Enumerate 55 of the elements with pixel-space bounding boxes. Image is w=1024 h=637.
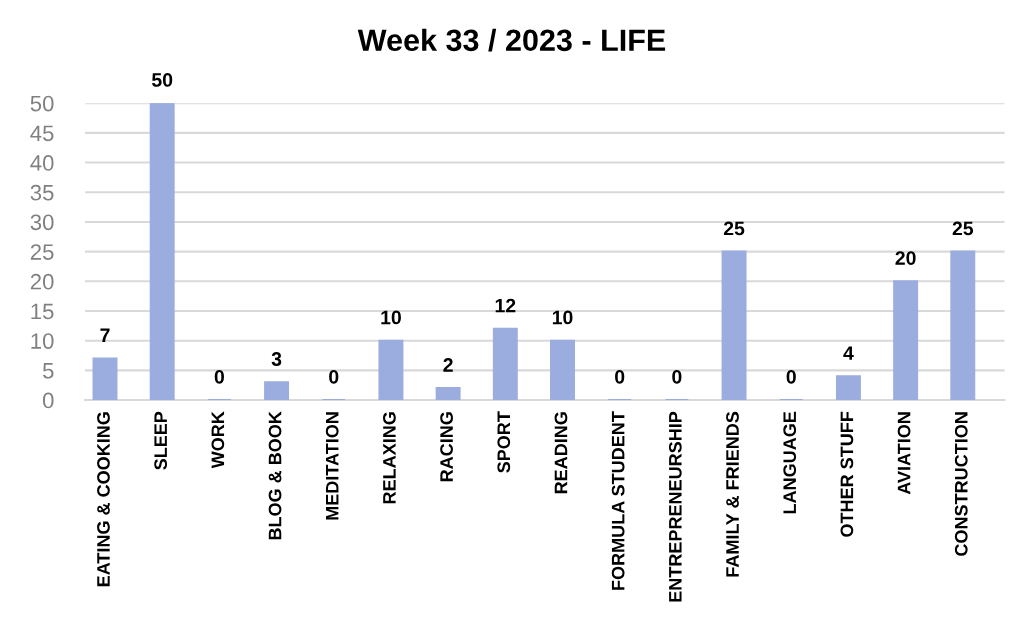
chart-title: Week 33 / 2023 - LIFE xyxy=(357,28,666,52)
bar xyxy=(149,103,175,401)
data-label: 50 xyxy=(151,73,173,87)
bar xyxy=(893,280,919,401)
x-tick-label: OTHER STUFF xyxy=(840,411,854,537)
bar xyxy=(92,357,118,401)
x-tick-label: WORK xyxy=(211,411,225,469)
bar xyxy=(435,387,461,401)
x-tick-label: ENTREPRENEURSHIP xyxy=(668,411,682,602)
y-tick-label: 35 xyxy=(30,184,54,201)
data-label: 0 xyxy=(615,369,625,384)
data-label: 25 xyxy=(952,221,974,236)
y-tick-label: 15 xyxy=(31,303,54,320)
data-label: 0 xyxy=(672,369,682,384)
x-tick-label: RACING xyxy=(440,412,453,482)
data-label: 0 xyxy=(329,369,339,384)
y-tick-label: 45 xyxy=(30,125,54,142)
data-label: 2 xyxy=(443,358,453,372)
x-tick-label: EATING & COOKING xyxy=(97,412,110,587)
y-tick-label: 40 xyxy=(30,155,54,171)
bar xyxy=(264,381,290,401)
bar xyxy=(378,339,404,401)
bar xyxy=(835,375,861,401)
y-tick-label: 25 xyxy=(30,244,54,260)
data-label: 3 xyxy=(271,352,282,366)
bar xyxy=(492,327,518,401)
data-label: 0 xyxy=(786,369,796,384)
bar xyxy=(950,250,976,401)
data-label: 25 xyxy=(723,221,745,236)
y-tick-label: 5 xyxy=(42,363,54,379)
data-label: 7 xyxy=(100,328,110,342)
bar xyxy=(550,339,575,401)
y-tick-label: 10 xyxy=(31,333,54,349)
x-tick-label: LANGUAGE xyxy=(783,411,797,514)
x-tick-label: SPORT xyxy=(497,411,511,473)
x-tick-label: MEDITATION xyxy=(325,412,339,520)
x-tick-label: AVIATION xyxy=(897,412,911,495)
x-tick-label: CONSTRUCTION xyxy=(954,412,968,556)
data-label: 12 xyxy=(495,298,516,313)
x-tick-label: BLOG & BOOK xyxy=(268,411,282,540)
data-label: 20 xyxy=(895,251,916,265)
x-tick-label: FAMILY & FRIENDS xyxy=(726,411,739,577)
bar xyxy=(721,250,747,401)
y-tick-label: 20 xyxy=(30,273,54,290)
x-tick-label: FORMULA STUDENT xyxy=(611,411,625,590)
data-label: 10 xyxy=(381,310,401,325)
x-tick-label: RELAXING xyxy=(383,412,396,504)
y-tick-label: 50 xyxy=(30,95,54,112)
data-label: 4 xyxy=(843,346,854,360)
x-tick-label: READING xyxy=(554,412,568,494)
data-label: 10 xyxy=(552,310,573,325)
data-label: 0 xyxy=(214,369,224,384)
y-tick-label: 30 xyxy=(30,214,54,231)
y-tick-label: 0 xyxy=(42,392,54,409)
x-tick-label: SLEEP xyxy=(154,411,168,470)
